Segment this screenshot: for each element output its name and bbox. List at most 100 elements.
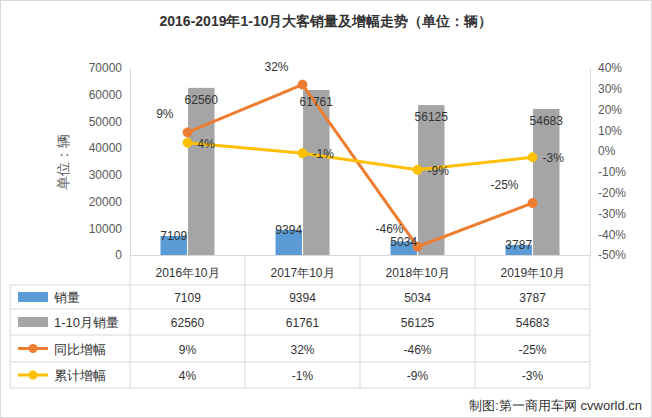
legend-label: 销量 <box>53 290 80 305</box>
tick: 10% <box>590 124 622 138</box>
axis-line <box>590 69 591 256</box>
table-cell: 7109 <box>174 291 201 305</box>
tick: 10000 <box>89 222 130 236</box>
tick-label: 2019年10月 <box>500 266 564 280</box>
marker <box>183 138 192 147</box>
table-cell: 54683 <box>516 316 550 330</box>
marker <box>183 128 192 137</box>
tick-label: 30% <box>598 82 622 96</box>
table-line <box>130 255 131 388</box>
tick: 50000 <box>89 115 130 129</box>
tick: 70000 <box>89 61 130 75</box>
tick-label: 10000 <box>89 222 123 236</box>
table-cell: 56125 <box>401 316 435 330</box>
y2-axis: -50%-40%-30%-20%-10%0%10%20%30%40% <box>590 61 626 262</box>
data-label: -25% <box>490 178 518 192</box>
data-label: 32% <box>264 60 288 74</box>
tick-label: 2016年10月 <box>155 266 219 280</box>
tick-label: 30000 <box>89 168 123 182</box>
tick-label: 0 <box>115 248 122 262</box>
bar <box>418 105 444 255</box>
legend-label: 同比增幅 <box>54 342 106 357</box>
tick-label: 70000 <box>89 61 123 75</box>
data-label: 4% <box>198 137 216 151</box>
table-line <box>590 255 591 388</box>
data-label: 9% <box>156 107 174 121</box>
tick: 20000 <box>89 195 130 209</box>
legend-item: 累计增幅 <box>18 368 106 383</box>
y-axis: 0 10000 20000 30000 40000 50000 60000 70000 <box>89 61 131 262</box>
tick: 2018年10月 <box>385 266 449 280</box>
tick-label: 10% <box>598 124 622 138</box>
data-label: -3% <box>543 151 565 165</box>
tick-label: 40000 <box>89 141 123 155</box>
tick-label: -10% <box>598 165 626 179</box>
bar <box>188 88 214 255</box>
marker <box>413 165 422 174</box>
tick: 0 <box>115 248 130 262</box>
data-label: -1% <box>313 147 335 161</box>
tick: -30% <box>590 207 626 221</box>
table-cell: -1% <box>292 369 314 383</box>
marker <box>528 199 537 208</box>
tick-label: -20% <box>598 186 626 200</box>
tick: 20% <box>590 103 622 117</box>
axis-line <box>130 69 131 256</box>
legend-key <box>29 371 38 380</box>
tick: -20% <box>590 186 626 200</box>
tick-label: 20000 <box>89 195 123 209</box>
tick: 2019年10月 <box>500 266 564 280</box>
tick: 0% <box>590 144 616 158</box>
tick-label: 2018年10月 <box>385 266 449 280</box>
tick: 60000 <box>89 88 130 102</box>
data-label: -9% <box>428 164 450 178</box>
legend-key <box>29 344 38 353</box>
table-cell: 62560 <box>171 316 205 330</box>
table-cell: -9% <box>407 369 429 383</box>
axis-title: 单位：辆 <box>55 134 71 190</box>
marker <box>298 80 307 89</box>
tick: 40% <box>590 61 622 75</box>
frame <box>1 1 652 418</box>
table-line <box>360 255 361 388</box>
table-line <box>10 362 590 363</box>
legend-key <box>18 292 48 302</box>
plot-area <box>161 80 560 255</box>
table-line <box>10 285 590 286</box>
tick-label: 2017年10月 <box>270 266 334 280</box>
table-line <box>475 255 476 388</box>
legend-label: 1-10月销量 <box>54 315 119 330</box>
marker <box>528 153 537 162</box>
data-label: 5034 <box>390 235 417 249</box>
data-table: 销量71099394503437871-10月销量625606176156125… <box>10 255 590 388</box>
line <box>188 143 533 170</box>
table-cell: 4% <box>179 369 197 383</box>
chart: 2016-2019年1-10月大客销量及增幅走势（单位：辆） 0 10000 2000… <box>0 0 652 418</box>
table-cell: 9% <box>179 343 197 357</box>
tick-label: 50000 <box>89 115 123 129</box>
tick-label: -30% <box>598 207 626 221</box>
legend-label: 累计增幅 <box>54 368 106 383</box>
table-cell: 9394 <box>289 291 316 305</box>
table-cell: -25% <box>518 343 546 357</box>
tick: 2017年10月 <box>270 266 334 280</box>
data-label: 61761 <box>300 95 334 109</box>
data-label: 7109 <box>160 229 187 243</box>
data-label: 54683 <box>530 114 564 128</box>
data-label: -46% <box>375 222 403 236</box>
data-label: 9394 <box>275 223 302 237</box>
legend-item: 销量 <box>18 290 80 305</box>
table-cell: 32% <box>290 343 314 357</box>
data-label: 56125 <box>415 110 449 124</box>
table-cell: 5034 <box>404 291 431 305</box>
table-cell: 3787 <box>519 291 546 305</box>
table-cell: -46% <box>403 343 431 357</box>
title: 2016-2019年1-10月大客销量及增幅走势（单位：辆） <box>160 13 493 29</box>
source: 制图:第一商用车网 cvworld.cn <box>469 398 642 413</box>
tick: 30% <box>590 82 622 96</box>
legend-item: 同比增幅 <box>18 342 106 357</box>
tick: 2016年10月 <box>155 266 219 280</box>
table-line <box>10 335 590 336</box>
table-line <box>10 285 11 388</box>
table-line <box>10 388 590 389</box>
